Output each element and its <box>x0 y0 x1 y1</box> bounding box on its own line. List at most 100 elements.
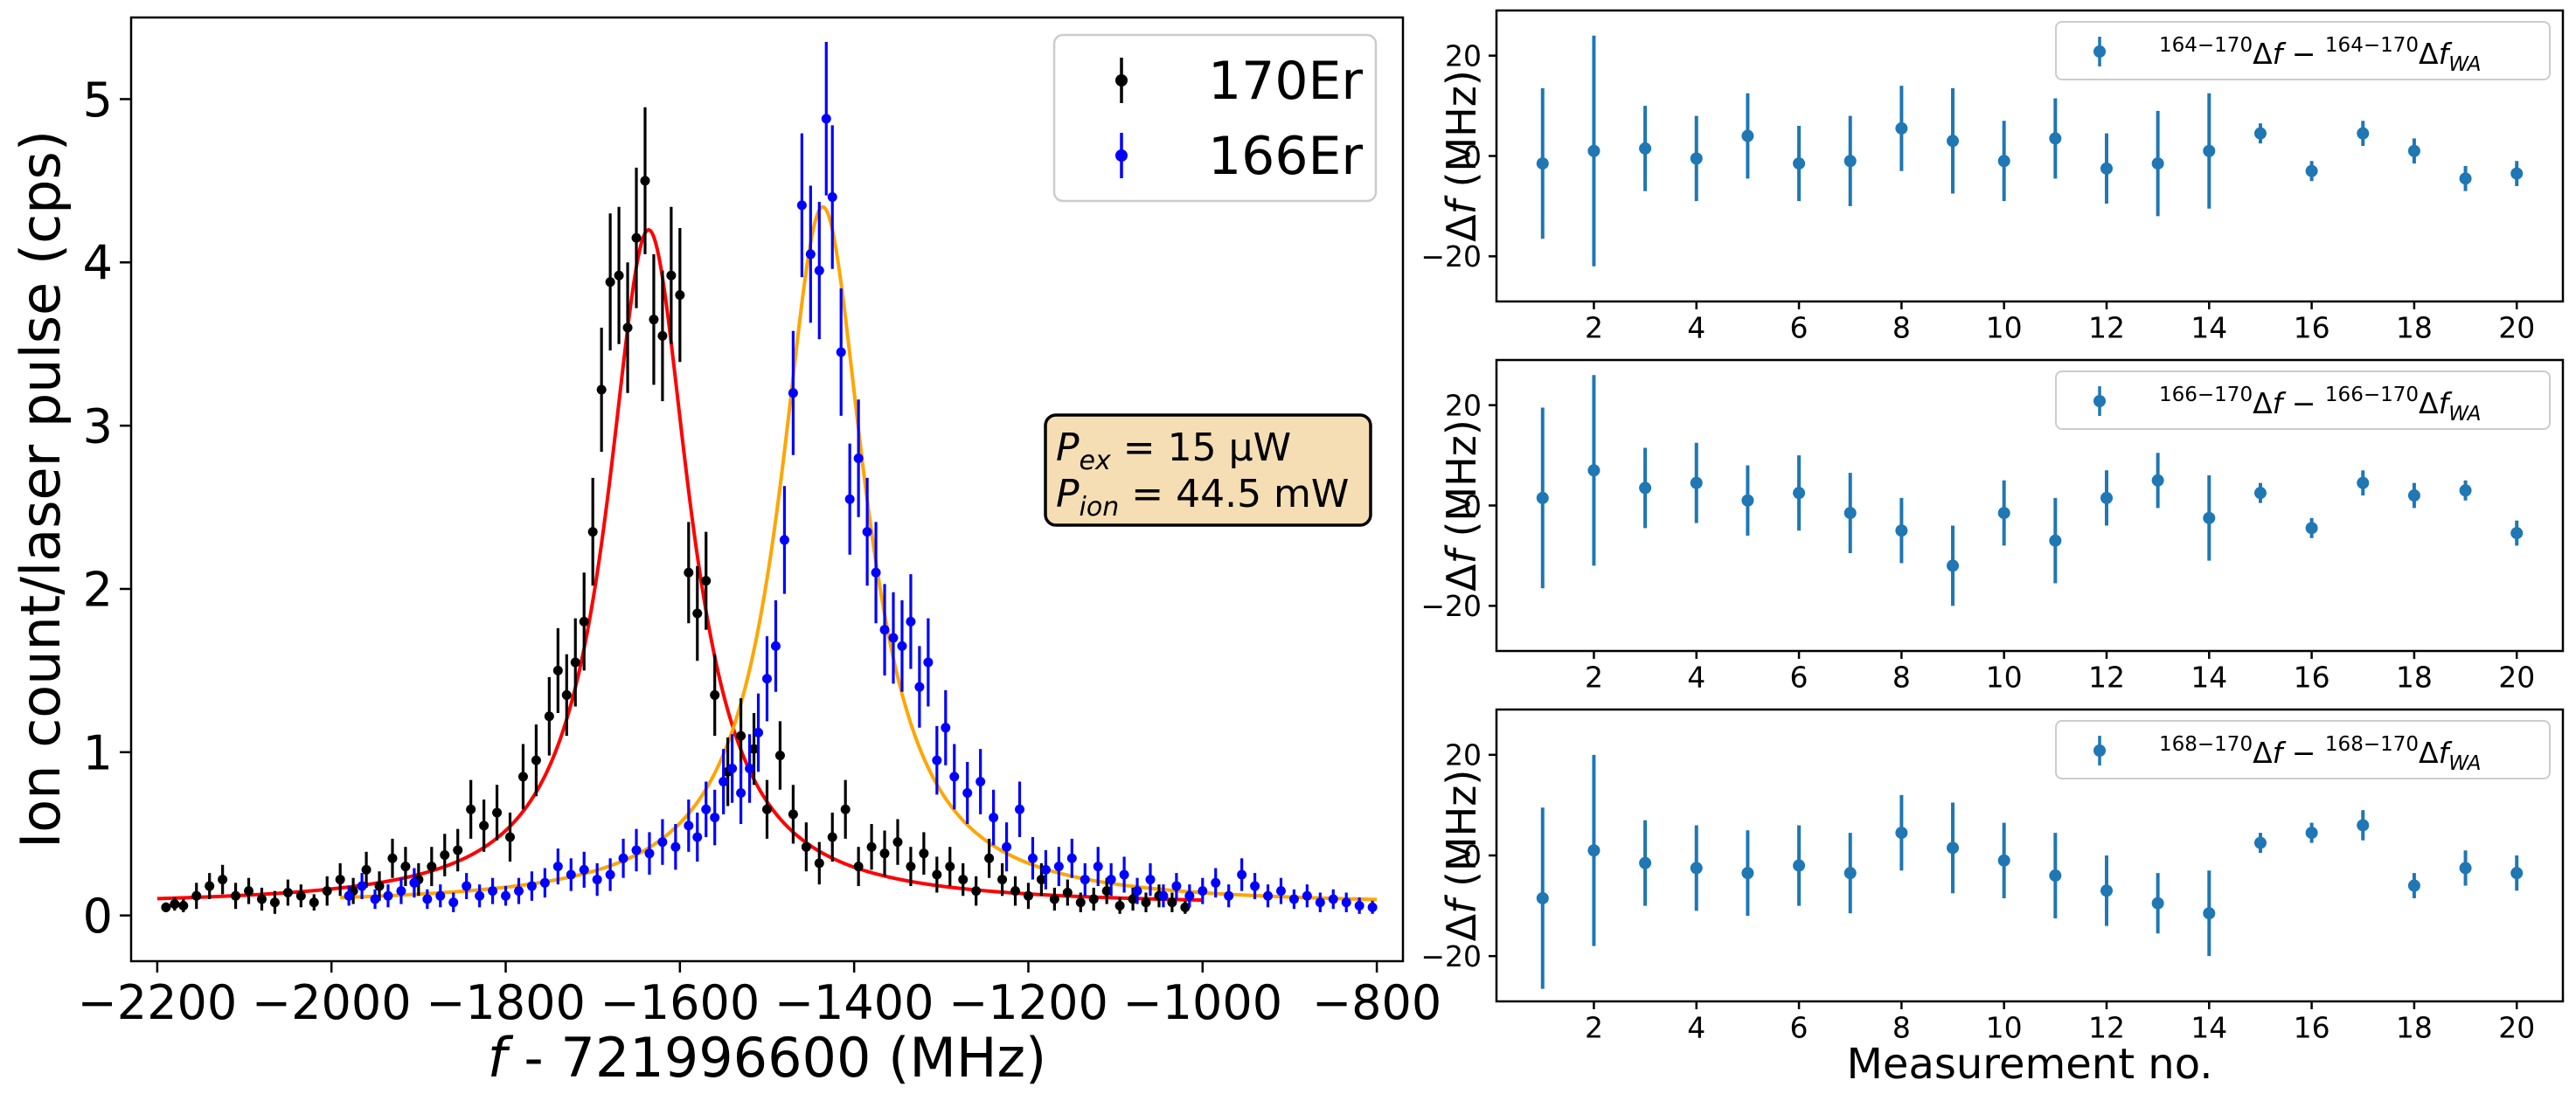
data-point-166Er <box>976 776 986 786</box>
data-point <box>1639 142 1652 155</box>
x-tick-label: 12 <box>2088 1010 2125 1044</box>
data-point-170Er <box>309 897 319 908</box>
x-tick-label: 20 <box>2498 660 2535 694</box>
data-point-170Er <box>675 290 685 301</box>
data-point-166Er <box>684 820 694 831</box>
data-point-170Er <box>649 315 659 325</box>
data-point-166Er <box>1263 890 1274 901</box>
y-tick-label: 20 <box>1445 738 1482 772</box>
data-point-170Er <box>1010 886 1021 897</box>
data-point-166Er <box>1354 900 1364 911</box>
data-point-166Er <box>962 788 973 799</box>
data-point-170Er <box>531 755 541 765</box>
data-point-166Er <box>409 877 420 888</box>
data-point-166Er <box>888 633 899 643</box>
x-tick-label: 10 <box>1986 310 2023 344</box>
data-point-170Er <box>997 875 1008 885</box>
y-axis-label: Δf (MHz) <box>1438 419 1485 592</box>
y-tick-label: 20 <box>1445 389 1482 423</box>
data-point-166Er <box>344 890 354 901</box>
x-tick-label: 4 <box>1687 310 1705 344</box>
data-point-170Er <box>906 862 916 872</box>
data-point-166Er <box>923 657 934 668</box>
data-point-166Er <box>592 875 602 885</box>
data-point-166Er <box>1211 877 1221 888</box>
data-point-170Er <box>749 744 760 754</box>
data-point <box>2203 144 2216 157</box>
data-point-166Er <box>1106 875 1116 885</box>
data-point-166Er <box>862 527 872 537</box>
data-point <box>1741 129 1754 142</box>
data-point-170Er <box>1128 894 1138 904</box>
data-point <box>2049 869 2062 883</box>
data-point-170Er <box>1088 894 1099 904</box>
y-tick-label: 3 <box>83 399 113 454</box>
data-point-170Er <box>701 576 712 586</box>
x-tick-label: 18 <box>2396 660 2433 694</box>
data-point-170Er <box>879 848 890 859</box>
data-point-166Er <box>897 640 907 651</box>
data-point-170Er <box>427 862 437 872</box>
data-point <box>1793 859 1806 872</box>
data-point-166Er <box>1288 894 1299 904</box>
data-point <box>2203 907 2216 920</box>
data-point-170Er <box>840 804 851 814</box>
data-point <box>2459 862 2472 875</box>
data-point-166Er <box>762 674 772 684</box>
data-point <box>1741 867 1754 880</box>
legend-label: 166Er <box>1208 126 1363 187</box>
legend: 168−170Δf − 168−170ΔfWA <box>2055 720 2551 779</box>
data-point-166Er <box>1002 841 1012 852</box>
y-tick-label: −20 <box>1420 589 1482 623</box>
data-point-166Er <box>1053 862 1064 872</box>
data-point <box>2357 127 2370 140</box>
data-point-166Er <box>1027 853 1038 863</box>
data-point-166Er <box>753 727 764 737</box>
y-axis-label: Δf (MHz) <box>1438 70 1485 242</box>
data-point <box>1690 152 1703 165</box>
data-point <box>1690 476 1703 489</box>
x-tick-label: 6 <box>1790 660 1809 694</box>
data-point-170Er <box>282 888 293 898</box>
data-point-166Er <box>827 192 837 203</box>
y-tick-label: −20 <box>1420 939 1482 973</box>
data-point <box>2305 164 2318 177</box>
data-point-166Er <box>796 200 807 211</box>
data-point-170Er <box>453 845 463 855</box>
data-point-166Er <box>462 881 472 891</box>
data-point-170Er <box>570 657 580 668</box>
data-point <box>1587 844 1600 857</box>
data-point-166Er <box>814 266 824 276</box>
annotation-line-1: Pex = 15 μW <box>1056 426 1291 476</box>
x-tick-label: 12 <box>2088 310 2125 344</box>
legend-label: 170Er <box>1208 51 1363 112</box>
data-point <box>2510 167 2524 180</box>
data-point <box>1536 157 1549 170</box>
data-point-166Er <box>1315 897 1325 908</box>
data-point-170Er <box>579 616 589 627</box>
x-tick-label: 4 <box>1687 1010 1705 1044</box>
y-axis-label: Ion count/laser pulse (cps) <box>9 130 73 848</box>
data-point-166Er <box>844 494 855 504</box>
data-point <box>2459 484 2472 497</box>
data-point-166Er <box>1145 875 1156 885</box>
data-point <box>2407 489 2420 502</box>
legend-box <box>2055 720 2551 779</box>
data-point-166Er <box>501 890 511 901</box>
x-tick-label: 14 <box>2191 660 2227 694</box>
data-point-170Er <box>666 270 677 280</box>
data-point-166Er <box>836 347 846 357</box>
data-point-170Er <box>736 730 746 741</box>
y-tick-label: −20 <box>1420 239 1482 274</box>
data-point-170Er <box>1180 902 1191 912</box>
data-point-170Er <box>853 862 864 872</box>
x-tick-label: 20 <box>2498 1010 2535 1044</box>
x-axis-label: Measurement no. <box>1847 1040 2213 1089</box>
x-tick-label: 6 <box>1790 1010 1809 1044</box>
legend-marker <box>2093 395 2106 407</box>
data-point-166Er <box>605 869 615 880</box>
data-point <box>1895 524 1908 537</box>
data-point <box>2253 487 2267 500</box>
data-point-166Er <box>435 890 446 901</box>
